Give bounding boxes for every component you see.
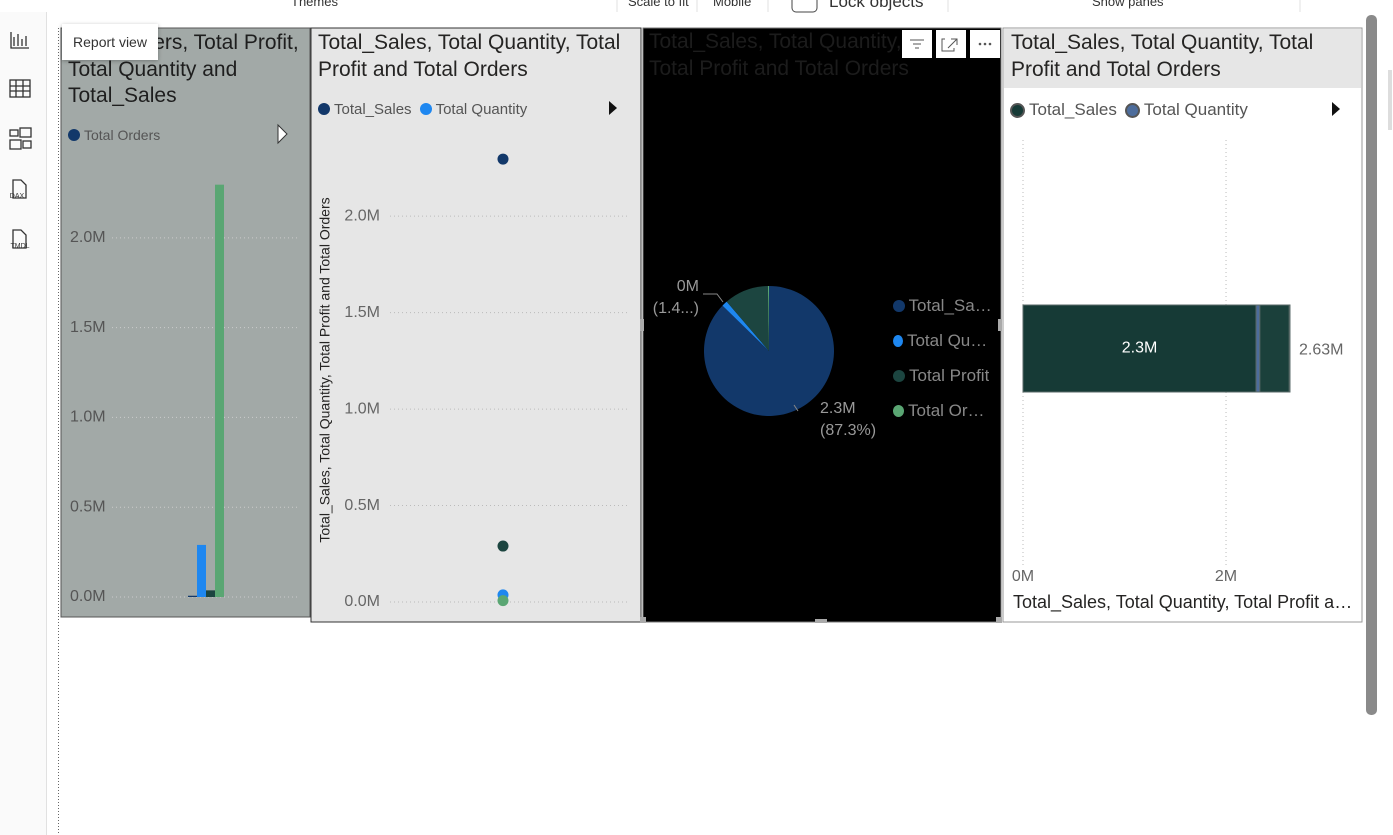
visual-title: Total_Sales, Total Quantity, Total Profi…	[1011, 31, 1314, 81]
x-tick-label: 0M	[1012, 568, 1034, 585]
total-label: 2.63M	[1299, 342, 1343, 359]
legend-label: Total Profit	[909, 365, 990, 385]
nav-label: DAX	[10, 193, 25, 200]
legend-label: Total Orders	[908, 400, 993, 420]
legend-arrow[interactable]	[277, 123, 288, 145]
legend-label: Total_Sales	[334, 100, 412, 118]
legend-label: Total_Sales	[908, 295, 993, 315]
data-label: (1.4...)	[653, 300, 699, 317]
legend-entry: Total Profit	[893, 358, 993, 393]
data-label: 0M	[677, 278, 699, 295]
y-tick-label: 1.0M	[70, 409, 106, 426]
y-tick-label: 1.0M	[344, 400, 380, 417]
legend-entry: Total_Sales	[318, 98, 412, 120]
visual-panel[interactable]	[310, 27, 642, 623]
bar-segment	[1022, 304, 1257, 393]
ribbon-label[interactable]: Mobile	[713, 0, 752, 9]
y-tick-label: 0.0M	[70, 588, 106, 605]
y-tick-label: 1.5M	[344, 304, 380, 321]
data-label: 2.3M	[1122, 340, 1158, 357]
legend-marker	[419, 103, 432, 115]
lock-checkbox[interactable]	[791, 0, 818, 13]
sidebar	[0, 0, 46, 835]
y-tick-label: 0.5M	[70, 498, 106, 515]
legend-label: Total Quantity	[435, 100, 528, 118]
pie-slice	[722, 301, 769, 351]
legend-arrow[interactable]	[609, 101, 617, 115]
legend-marker	[1124, 102, 1140, 118]
point	[497, 153, 509, 165]
leader-line	[793, 404, 799, 412]
y-tick-label: 0.5M	[344, 497, 380, 514]
legend-label: Total_Sales	[1029, 100, 1117, 119]
legend-label: Total Quantity	[906, 330, 993, 350]
ribbon-label[interactable]: Scale to fit	[628, 0, 689, 9]
legend-marker	[318, 103, 330, 115]
legend-entry: Total Quantity	[419, 98, 528, 120]
pie-slice	[726, 286, 769, 351]
nav-icons	[9, 32, 32, 249]
x-tick-label: 2M	[1215, 568, 1237, 585]
bar-segment	[1259, 304, 1290, 393]
legend: Total_Sales Total Quantity Total Profit Tot…	[893, 288, 993, 428]
y-tick-label: 2.0M	[344, 207, 380, 224]
legend-arrow[interactable]	[1332, 102, 1340, 116]
ribbon-label[interactable]: Show panes	[1092, 0, 1164, 9]
legend-entry: Total_Sales	[893, 288, 993, 323]
legend-entry: Total_Sales	[1010, 99, 1117, 121]
y-tick-label: 1.5M	[70, 319, 106, 336]
legend-marker	[893, 404, 905, 417]
bar	[215, 184, 224, 597]
point	[497, 595, 509, 607]
resize-handles	[640, 319, 1002, 623]
dax-icon[interactable]	[12, 179, 27, 199]
data-label: 2.3M	[820, 400, 856, 417]
bar-segment	[1288, 304, 1291, 393]
x-axis-title: Total_Sales, Total Quantity, Total Profi…	[1013, 592, 1353, 612]
bar	[188, 595, 197, 597]
data-label: (87.3%)	[820, 422, 876, 439]
legend-marker	[1010, 102, 1025, 118]
nav-label: TMDL	[10, 243, 29, 250]
y-tick-label: 2.0M	[70, 229, 106, 246]
visual-panel[interactable]	[60, 27, 311, 618]
leader-line	[703, 293, 724, 303]
ribbon-label[interactable]: Lock objects	[829, 0, 924, 11]
tmdl-icon[interactable]	[12, 229, 27, 249]
tooltip: Report view	[62, 24, 158, 60]
ribbon-label[interactable]: Themes	[291, 0, 338, 9]
legend-marker	[68, 129, 80, 141]
legend-entry: Total Orders	[893, 393, 993, 428]
y-axis-title: Total_Sales, Total Quantity, Total Profi…	[317, 197, 333, 542]
bar-segment	[1255, 304, 1261, 393]
legend-entry: Total Quantity	[1124, 99, 1248, 121]
visual-title: Total_Sales, Total Quantity, Total Profi…	[649, 30, 909, 80]
legend-entry: Total Quantity	[893, 323, 993, 358]
y-tick-label: 0.0M	[344, 593, 380, 610]
legend-label: Total Quantity	[1143, 100, 1248, 119]
visual-title: Total_Sales, Total Quantity, Total Profi…	[318, 31, 621, 81]
model-icon[interactable]	[9, 129, 19, 137]
legend-marker	[893, 299, 905, 312]
bar	[206, 590, 215, 597]
bar	[197, 544, 206, 597]
table-icon[interactable]	[9, 79, 31, 98]
legend-marker	[893, 369, 905, 382]
legend-label: Total Orders	[84, 127, 161, 143]
point	[497, 540, 509, 552]
legend-marker	[893, 334, 903, 347]
pie-slice	[767, 286, 769, 351]
visual-header	[1004, 29, 1361, 88]
legend-entry: Total Orders	[68, 124, 160, 146]
scrollbar-thumb[interactable]	[1366, 15, 1377, 715]
visual-header-buttons[interactable]	[902, 30, 1000, 58]
report-icon[interactable]	[10, 32, 29, 49]
ribbon-dividers	[616, 0, 1301, 12]
